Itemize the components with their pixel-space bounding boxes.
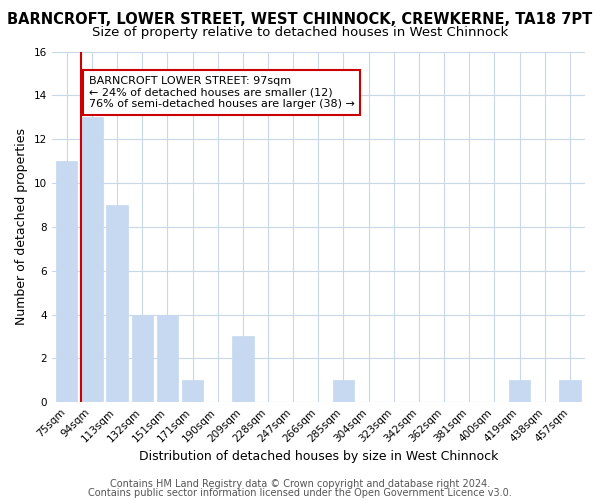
Text: BARNCROFT, LOWER STREET, WEST CHINNOCK, CREWKERNE, TA18 7PT: BARNCROFT, LOWER STREET, WEST CHINNOCK, … bbox=[7, 12, 593, 28]
Bar bbox=[56, 161, 77, 402]
Text: Size of property relative to detached houses in West Chinnock: Size of property relative to detached ho… bbox=[92, 26, 508, 39]
Text: Contains HM Land Registry data © Crown copyright and database right 2024.: Contains HM Land Registry data © Crown c… bbox=[110, 479, 490, 489]
Text: Contains public sector information licensed under the Open Government Licence v3: Contains public sector information licen… bbox=[88, 488, 512, 498]
X-axis label: Distribution of detached houses by size in West Chinnock: Distribution of detached houses by size … bbox=[139, 450, 498, 462]
Bar bbox=[106, 205, 128, 402]
Bar bbox=[559, 380, 581, 402]
Bar bbox=[81, 118, 103, 402]
Bar bbox=[182, 380, 203, 402]
Bar bbox=[509, 380, 530, 402]
Y-axis label: Number of detached properties: Number of detached properties bbox=[15, 128, 28, 326]
Text: BARNCROFT LOWER STREET: 97sqm
← 24% of detached houses are smaller (12)
76% of s: BARNCROFT LOWER STREET: 97sqm ← 24% of d… bbox=[89, 76, 355, 110]
Bar bbox=[232, 336, 254, 402]
Bar bbox=[333, 380, 354, 402]
Bar bbox=[131, 314, 153, 402]
Bar bbox=[157, 314, 178, 402]
